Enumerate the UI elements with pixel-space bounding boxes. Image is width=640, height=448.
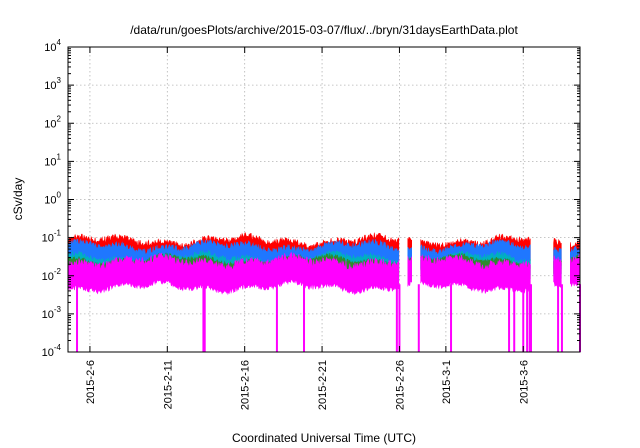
x-axis: 2015-2-6 2015-2-11 2015-2-16 2015-2-21 2015-… bbox=[85, 47, 530, 410]
plot-area bbox=[67, 232, 581, 352]
y-tick-label: 104 bbox=[44, 38, 61, 54]
chart-title: /data/run/goesPlots/archive/2015-03-07/f… bbox=[130, 23, 518, 37]
y-tick-label: 10-3 bbox=[42, 305, 62, 321]
y-tick-label: 10-4 bbox=[42, 343, 62, 359]
x-tick-label: 2015-3-1 bbox=[441, 360, 453, 404]
series-band bbox=[553, 255, 562, 289]
x-tick-label: 2015-2-26 bbox=[394, 360, 406, 410]
gridlines bbox=[68, 47, 580, 352]
x-tick-label: 2015-2-6 bbox=[85, 360, 97, 404]
y-tick-label: 10-2 bbox=[42, 267, 62, 283]
y-tick-label: 101 bbox=[44, 152, 61, 168]
y-tick-label: 102 bbox=[44, 114, 61, 130]
y-axis: 10-4 10-3 10-2 10-1 100 101 102 103 104 bbox=[42, 38, 580, 359]
y-axis-label: cSv/day bbox=[11, 178, 25, 221]
series-band bbox=[407, 256, 413, 287]
y-tick-label: 100 bbox=[44, 191, 61, 207]
y-tick-label: 103 bbox=[44, 76, 61, 92]
x-axis-label: Coordinated Universal Time (UTC) bbox=[232, 431, 416, 445]
x-tick-label: 2015-2-21 bbox=[317, 360, 329, 410]
x-tick-label: 2015-2-16 bbox=[240, 360, 252, 410]
y-tick-label: 10-1 bbox=[42, 229, 62, 245]
x-tick-label: 2015-3-6 bbox=[518, 360, 530, 404]
x-tick-label: 2015-2-11 bbox=[162, 360, 174, 409]
